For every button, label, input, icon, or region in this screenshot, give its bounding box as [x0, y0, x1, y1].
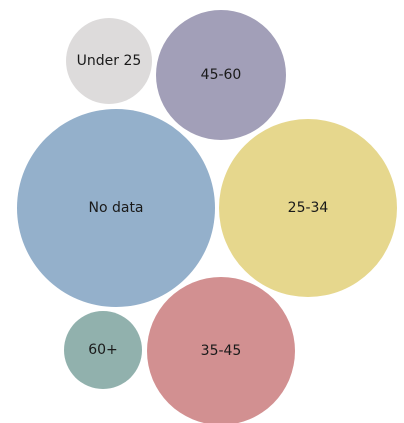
- bubble-label-25-34: 25-34: [288, 200, 329, 216]
- bubble-35-45: 35-45: [147, 277, 295, 423]
- bubble-circle-45-60: [156, 10, 286, 140]
- bubble-circle-35-45: [147, 277, 295, 423]
- bubble-no-data: No data: [17, 109, 215, 307]
- bubble-25-34: 25-34: [219, 119, 397, 297]
- bubble-label-45-60: 45-60: [201, 67, 242, 83]
- bubble-60: 60+: [64, 311, 142, 389]
- bubble-circle-under-25: [66, 18, 152, 104]
- bubble-45-60: 45-60: [156, 10, 286, 140]
- bubble-label-35-45: 35-45: [201, 343, 242, 359]
- bubble-label-60: 60+: [88, 342, 118, 358]
- bubble-under-25: Under 25: [66, 18, 152, 104]
- bubble-circle-no-data: [17, 109, 215, 307]
- bubble-label-under-25: Under 25: [77, 53, 142, 69]
- bubble-label-no-data: No data: [88, 200, 143, 216]
- bubble-circle-25-34: [219, 119, 397, 297]
- bubble-circle-60: [64, 311, 142, 389]
